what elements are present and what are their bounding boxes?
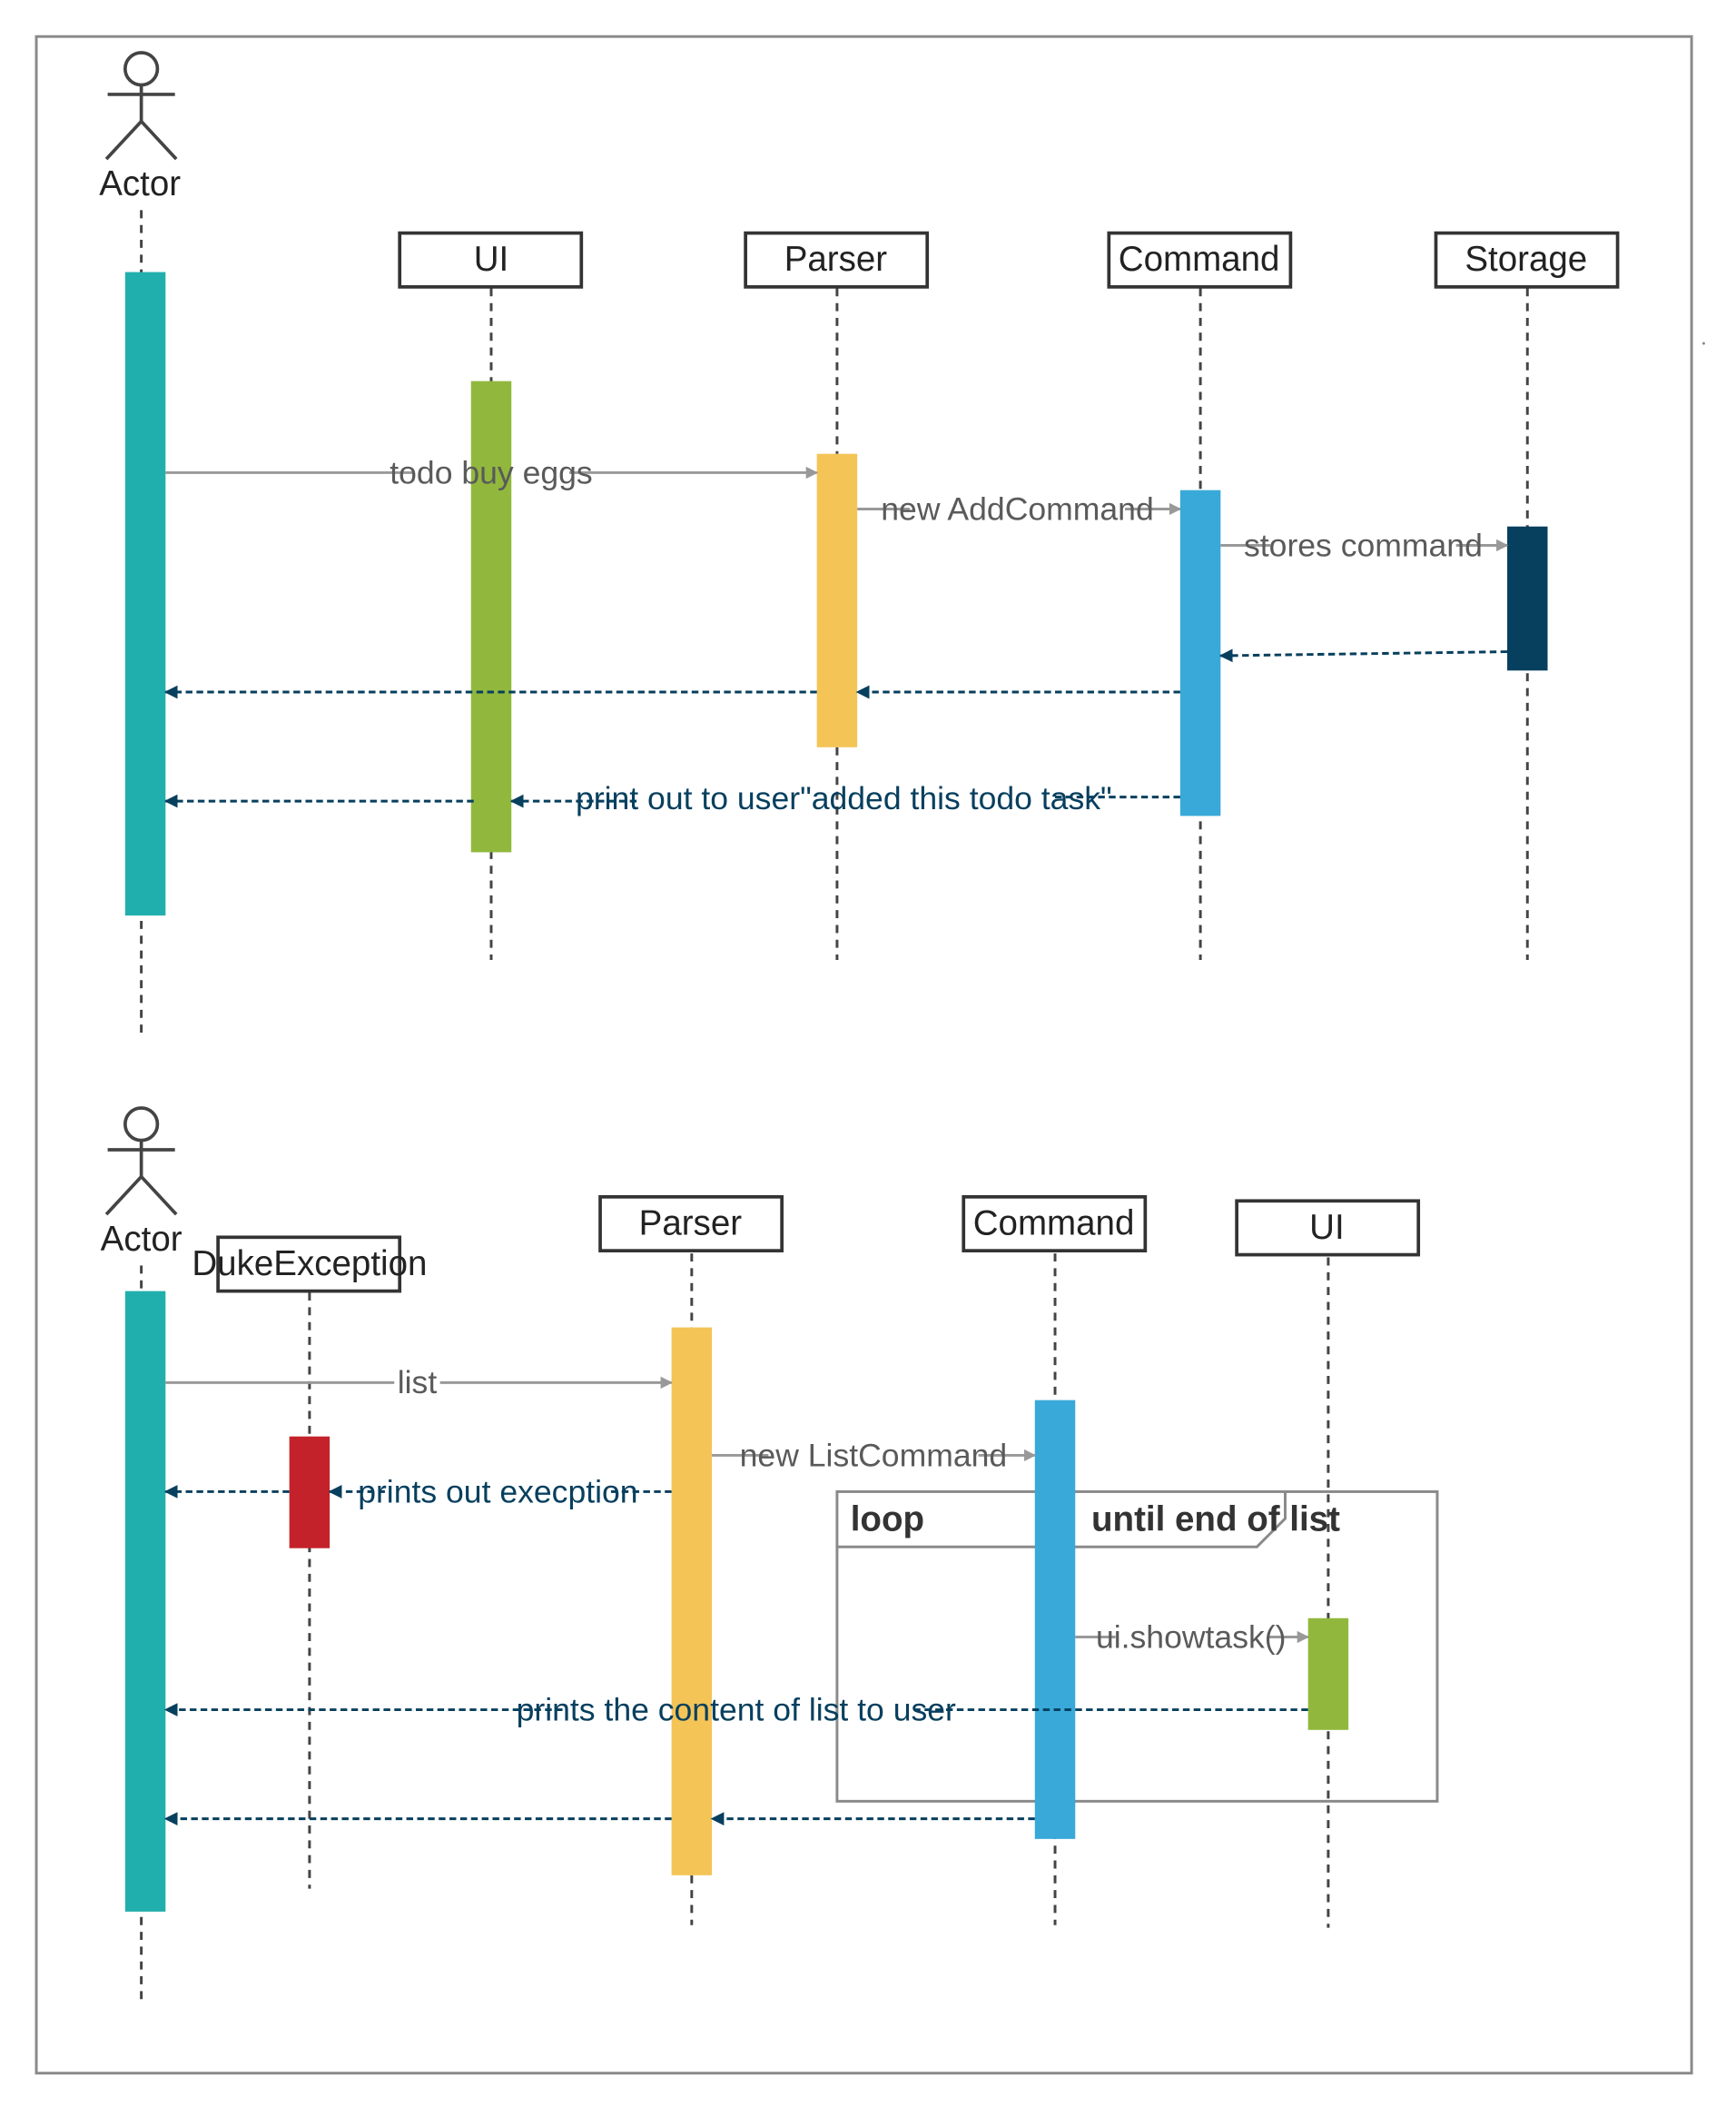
msg-print-out-to-user: print out to user"added this todo task" <box>509 780 1180 816</box>
diagram1-actor: Actor <box>99 51 181 203</box>
command-activation <box>1034 1400 1076 1839</box>
parser-label: Parser <box>639 1203 743 1242</box>
msg-prints-out-execption: prints out execption <box>328 1473 672 1509</box>
command-label: Command <box>973 1203 1135 1242</box>
storage-head: Storage <box>1434 231 1620 289</box>
msg-label: prints the content of list to user <box>517 1691 956 1727</box>
ui-head: UI <box>1235 1199 1421 1257</box>
parser-activation <box>816 453 858 747</box>
diagram-2: Actor loop until end of list DukeExcepti… <box>101 1106 1439 2003</box>
msg-list: list <box>165 1364 673 1400</box>
stick-figure-icon <box>104 1106 178 1216</box>
outer-frame <box>35 35 1693 2075</box>
msg-label: new ListCommand <box>740 1437 1008 1473</box>
parser-label: Parser <box>784 240 888 279</box>
msg-label: stores command <box>1244 527 1483 563</box>
dukeexception-head: DukeException <box>192 1235 427 1293</box>
actor-label: Actor <box>101 1220 182 1259</box>
loop-frame: loop until end of list <box>835 1489 1439 1803</box>
parser-activation <box>671 1327 713 1875</box>
dukeexception-label: DukeException <box>192 1244 427 1283</box>
parser-head: Parser <box>598 1194 784 1252</box>
msg-todo-buy-eggs: todo buy eggs <box>165 454 819 490</box>
storage-activation <box>1507 526 1548 671</box>
loop-operator: loop <box>851 1499 924 1538</box>
stray-dot <box>1701 341 1705 345</box>
command-head: Command <box>1107 231 1293 289</box>
msg-label: print out to user"added this todo task" <box>576 780 1112 816</box>
diagram-1: Actor UI Parser Command Storage <box>99 51 1620 1037</box>
ui-label: UI <box>1309 1208 1345 1247</box>
msg-new-listcommand: new ListCommand <box>712 1437 1037 1473</box>
actor-label: Actor <box>99 164 181 203</box>
command-head: Command <box>962 1194 1148 1252</box>
diagram2-actor: Actor <box>101 1106 182 1259</box>
msg-label: new AddCommand <box>881 490 1153 527</box>
stick-figure-icon <box>104 51 178 161</box>
parser-head: Parser <box>744 231 930 289</box>
ui-activation <box>1307 1617 1349 1730</box>
msg-label: ui.showtask() <box>1096 1618 1287 1655</box>
actor-activation <box>124 272 166 916</box>
msg-label: todo buy eggs <box>390 454 592 490</box>
msg-ui-showtask: ui.showtask() <box>1075 1618 1310 1655</box>
msg-stores-command: stores command <box>1220 527 1509 563</box>
return-storage-to-command <box>1218 648 1508 663</box>
actor-activation <box>124 1291 166 1912</box>
ui-head: UI <box>398 231 584 289</box>
storage-label: Storage <box>1465 240 1587 279</box>
loop-guard: until end of list <box>1091 1499 1340 1538</box>
msg-new-addcommand: new AddCommand <box>857 490 1182 527</box>
command-activation <box>1179 490 1221 816</box>
msg-label: prints out execption <box>358 1473 637 1509</box>
dukeexception-activation <box>289 1436 330 1548</box>
msg-label: list <box>398 1364 438 1400</box>
msg-prints-content-of-list: prints the content of list to user <box>163 1691 1308 1727</box>
command-label: Command <box>1119 240 1280 279</box>
ui-label: UI <box>474 240 509 279</box>
ui-activation <box>470 381 512 853</box>
